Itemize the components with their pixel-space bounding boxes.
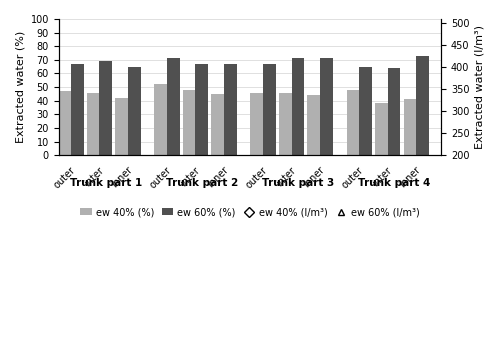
Point [108,202,116,208]
Bar [167,58,179,155]
Point [368,231,376,237]
Bar [100,61,112,155]
Bar [154,84,167,155]
Point [425,202,433,207]
Point [80,212,88,217]
Point [396,214,404,219]
Legend: ew 40% (%), ew 60% (%), ew 40% (l/m³), ew 60% (l/m³): ew 40% (%), ew 60% (%), ew 40% (l/m³), e… [76,203,424,221]
Point [176,227,184,233]
Point [136,206,144,211]
Bar [404,99,416,155]
Bar [359,67,372,155]
Bar [196,64,208,155]
Text: Trunk part 2: Trunk part 2 [166,178,238,188]
Point [136,228,144,234]
Bar [183,90,196,155]
Bar [346,90,359,155]
Point [204,202,212,208]
Bar [292,58,304,155]
Bar [224,64,236,155]
Point [80,227,88,233]
Bar [279,93,291,155]
Point [272,200,280,206]
Bar [388,68,400,155]
Point [396,238,404,244]
Bar [250,93,263,155]
Bar [212,94,224,155]
Point [232,222,240,228]
Bar [263,64,276,155]
Bar [115,98,128,155]
Y-axis label: Extracted water (l/m³): Extracted water (l/m³) [475,25,485,149]
Point [300,215,308,221]
Point [368,216,376,222]
Point [425,231,433,237]
Point [204,227,212,233]
Bar [320,58,332,155]
Point [272,231,280,236]
Point [232,222,240,228]
Bar [375,103,388,155]
Bar [128,67,140,155]
Point [328,197,336,203]
Text: Trunk part 1: Trunk part 1 [70,178,142,188]
Point [176,205,184,210]
Bar [58,91,71,155]
Bar [71,64,84,155]
Y-axis label: Extracted water (%): Extracted water (%) [15,31,25,143]
Bar [86,93,100,155]
Point [328,222,336,227]
Text: Trunk part 3: Trunk part 3 [262,178,334,188]
Bar [416,56,429,155]
Point [300,227,308,233]
Text: Trunk part 4: Trunk part 4 [358,178,430,188]
Bar [308,95,320,155]
Point [108,224,116,230]
